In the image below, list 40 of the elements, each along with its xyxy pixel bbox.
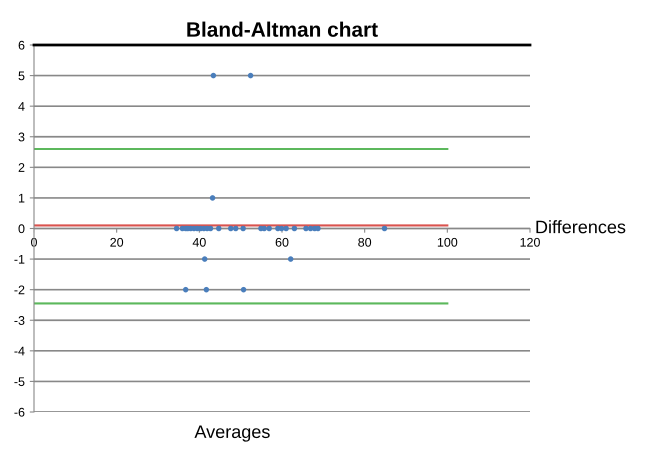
y-tick-label: 0	[18, 224, 24, 234]
point	[283, 226, 289, 232]
point	[266, 226, 272, 232]
point	[382, 226, 388, 232]
point	[303, 226, 309, 232]
point	[288, 256, 294, 262]
point	[210, 72, 216, 78]
x-tick-label: 100	[438, 238, 458, 247]
x-tick-label: 120	[520, 238, 540, 247]
x-tick-label: 40	[192, 238, 206, 247]
point	[240, 286, 246, 292]
point	[248, 72, 254, 78]
y-tick-label: -3	[14, 316, 24, 325]
point	[232, 226, 238, 232]
chart-title: Bland-Altman chart	[187, 22, 378, 37]
y-axis-title: Differences	[536, 220, 626, 234]
y-tick-label: -4	[14, 346, 25, 356]
point	[228, 226, 234, 232]
x-axis-title: Averages	[194, 426, 270, 442]
y-tick-label: -5	[14, 377, 24, 386]
x-tick-label: 80	[358, 238, 372, 247]
y-tick-label: -1	[14, 255, 24, 264]
y-tick-label: 3	[18, 132, 24, 142]
point	[240, 226, 246, 232]
y-tick-label: 1	[18, 194, 24, 202]
y-tick-label: 4	[18, 102, 25, 111]
point	[174, 226, 180, 232]
y-tick-label: 6	[18, 40, 24, 50]
point	[204, 286, 210, 292]
point	[210, 195, 216, 201]
y-tick-label: 5	[18, 72, 24, 80]
x-tick-label: 20	[110, 238, 124, 247]
x-tick-label: 60	[276, 238, 288, 247]
point	[202, 256, 208, 262]
point	[292, 226, 298, 232]
y-tick-label: -6	[14, 408, 24, 417]
point	[216, 226, 222, 232]
y-tick-label: 2	[18, 163, 24, 172]
y-tick-label: -2	[14, 285, 24, 294]
point	[182, 286, 188, 292]
